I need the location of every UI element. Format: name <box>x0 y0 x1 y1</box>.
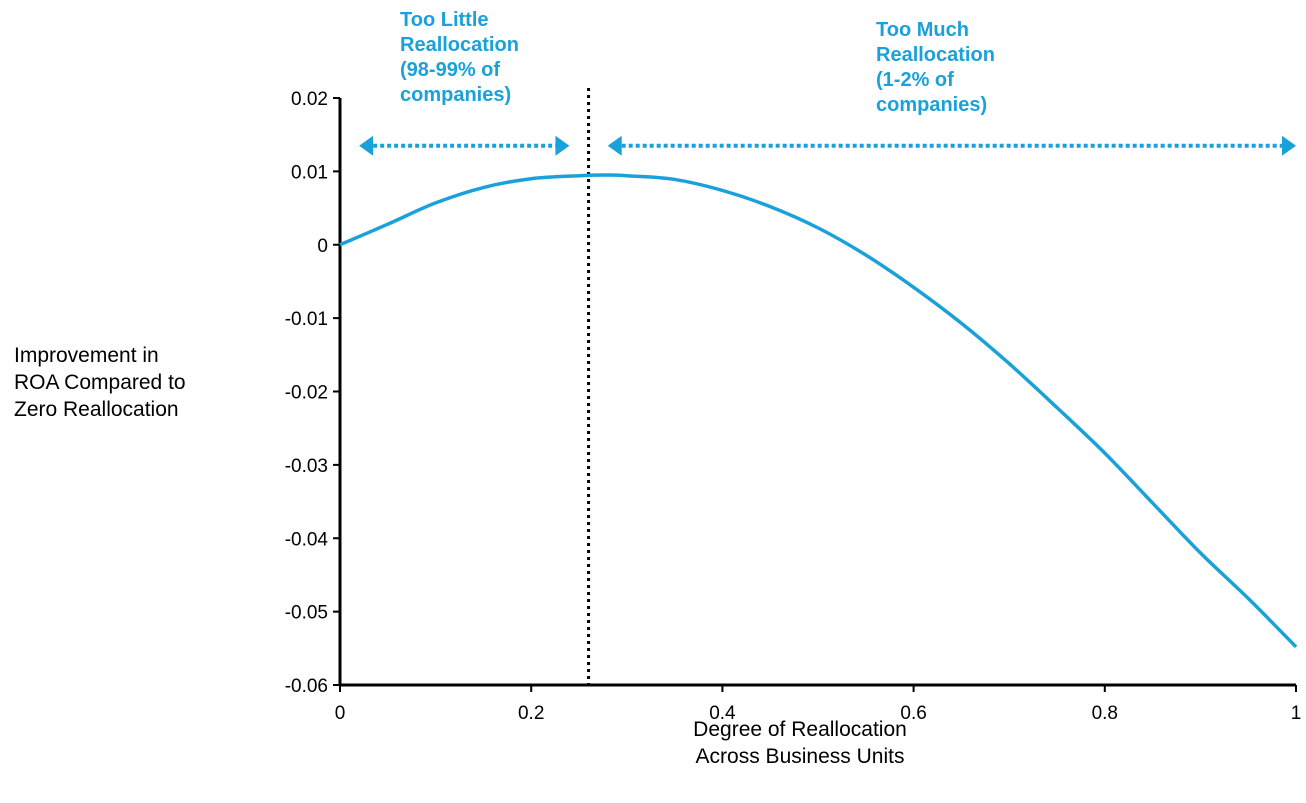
x-axis-label: Degree of Reallocation Across Business U… <box>620 716 980 770</box>
range-arrows <box>359 135 1296 156</box>
y-tick-label: -0.06 <box>285 676 328 697</box>
x-axis-label-line: Across Business Units <box>695 745 905 768</box>
annotation-line: Too Much <box>876 19 969 41</box>
roa-curve-series <box>339 173 1298 649</box>
arrowhead-left <box>359 135 374 156</box>
y-tick-label: 0 <box>317 236 328 257</box>
annotation-line: companies) <box>876 94 988 116</box>
arrowhead-right <box>555 135 570 156</box>
x-tick-label: 1 <box>1291 703 1302 724</box>
annotation-line: companies) <box>400 84 512 106</box>
too-much-annotation: Too Much Reallocation (1-2% of companies… <box>876 18 995 118</box>
x-tick-label: 0 <box>335 703 346 724</box>
x-tick-label: 0.4 <box>709 703 736 724</box>
y-axis-label-line: Improvement in <box>14 344 159 367</box>
y-axis-label-line: ROA Compared to <box>14 371 186 394</box>
arrowhead-left <box>607 135 622 156</box>
y-tick-label: -0.01 <box>285 309 328 330</box>
annotation-line: Too Little <box>400 9 489 31</box>
y-axis-label-line: Zero Reallocation <box>14 398 179 421</box>
x-tick-label: 0.8 <box>1092 703 1118 724</box>
y-tick-label: -0.04 <box>285 529 329 550</box>
annotation-line: (1-2% of <box>876 69 954 91</box>
y-tick-label: -0.05 <box>285 603 328 624</box>
x-axis-label-line: Degree of Reallocation <box>693 718 907 741</box>
y-tick-label: -0.03 <box>285 456 328 477</box>
y-axis-label: Improvement in ROA Compared to Zero Real… <box>14 342 244 423</box>
y-tick-label: -0.02 <box>285 383 328 404</box>
y-axis-ticks: 0.02 0.01 0 -0.01 -0.02 -0.03 -0.04 -0.05 -0.06 <box>285 89 340 697</box>
annotation-line: Reallocation <box>876 44 995 66</box>
arrowhead-right <box>1282 135 1296 156</box>
too-little-annotation: Too Little Reallocation (98-99% of compa… <box>400 8 519 108</box>
y-tick-label: 0.02 <box>291 89 328 110</box>
annotation-line: (98-99% of <box>400 59 501 81</box>
annotation-line: Reallocation <box>400 34 519 56</box>
x-tick-label: 0.2 <box>518 703 544 724</box>
x-tick-label: 0.6 <box>900 703 926 724</box>
y-tick-label: 0.01 <box>291 162 328 183</box>
